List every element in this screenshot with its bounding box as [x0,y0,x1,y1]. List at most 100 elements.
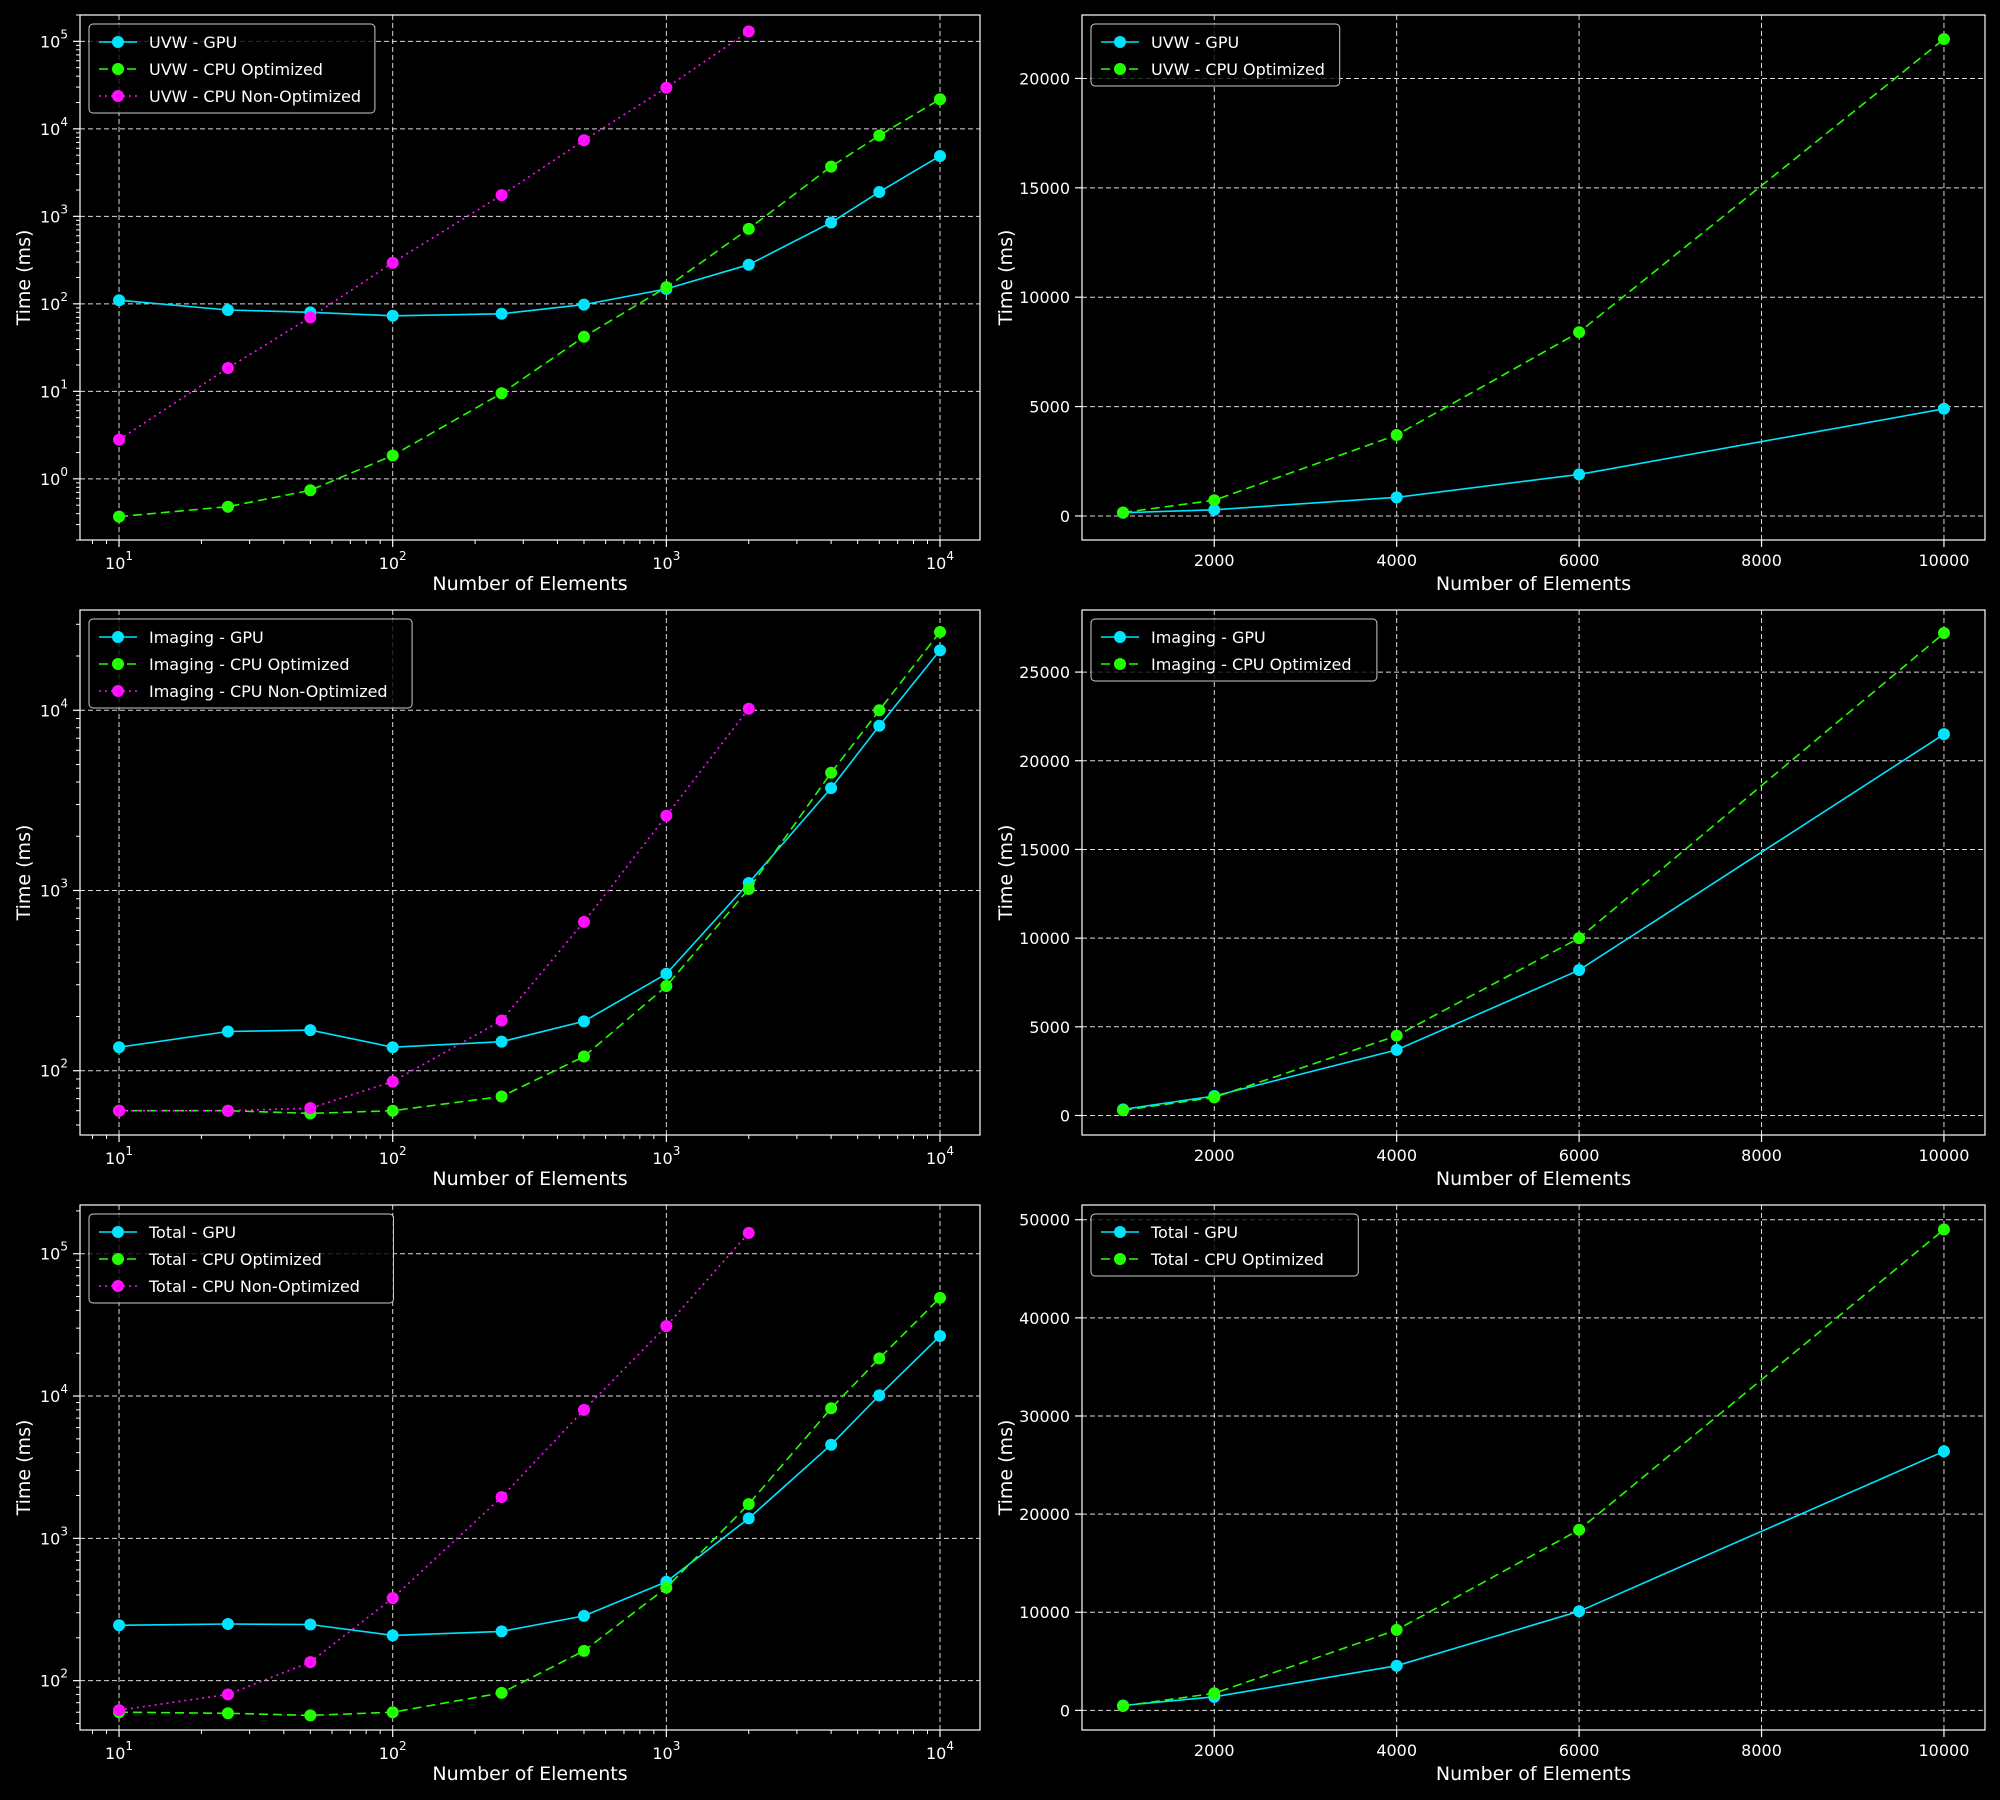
legend-box [88,1213,394,1304]
legend-marker [1114,658,1126,670]
data-point [386,1592,399,1605]
chart-panel-4: 2000 4000 6000 8000 10000 0 5000 10000 15000 2000… [995,609,1986,1190]
data-point [934,149,947,162]
y-tick-label: 10000 [1019,929,1070,948]
x-tick-label: 6000 [1559,1741,1600,1760]
y-tick-label: 0 [1060,1701,1070,1720]
y-tick-label: 104 [40,1382,68,1406]
data-point [495,1090,508,1103]
y-tick-label: 20000 [1019,752,1070,771]
y-tick-label: 103 [40,877,68,901]
x-tick-label: 2000 [1194,1741,1235,1760]
data-point [1390,1043,1403,1056]
data-point [1573,932,1586,945]
data-point [1573,1605,1586,1618]
data-point [221,1104,234,1117]
y-tick-label: 40000 [1019,1309,1070,1328]
data-point [221,1618,234,1631]
x-tick-label: 2000 [1194,1146,1235,1165]
axes-frame [79,609,981,1136]
data-point [495,189,508,202]
x-tick-label: 10000 [1919,1741,1970,1760]
data-point [577,330,590,343]
y-axis-title: Time (ms) [13,825,35,922]
x-tick-label: 102 [379,549,407,573]
data-point [113,1104,126,1117]
data-point [304,484,317,497]
x-tick-label: 4000 [1376,1146,1417,1165]
data-point [660,980,673,993]
y-tick-label: 103 [40,202,68,226]
data-point [577,1609,590,1622]
legend-label: UVW - GPU [1151,33,1239,52]
x-tick-label: 6000 [1559,551,1600,570]
data-point [934,1330,947,1343]
data-point [113,1704,126,1717]
legend-label: Imaging - GPU [149,628,264,647]
data-point [1390,1029,1403,1042]
data-point [660,281,673,294]
y-tick-label: 20000 [1019,69,1070,88]
data-point [221,1707,234,1720]
x-tick-label: 102 [379,1739,407,1763]
x-axis-title: Number of Elements [1436,573,1631,595]
data-point [495,1035,508,1048]
data-point [577,1015,590,1028]
data-point [1937,1223,1950,1236]
legend-marker [112,658,124,670]
data-point [873,1389,886,1402]
y-tick-label: 0 [1060,1106,1070,1125]
data-point [660,809,673,822]
data-point [577,298,590,311]
legend-marker [112,1253,124,1265]
legend-label: Total - CPU Optimized [148,1250,322,1269]
data-point [660,1320,673,1333]
data-point [386,449,399,462]
y-tick-label: 104 [40,115,68,139]
x-axis-title: Number of Elements [432,1168,627,1190]
data-point [1208,494,1221,507]
legend-box [1090,1213,1359,1277]
data-point [1208,1687,1221,1700]
data-point [934,1291,947,1304]
data-point [221,1688,234,1701]
data-point [934,644,947,657]
legend-box [88,23,376,114]
data-point [577,1050,590,1063]
data-point [1390,491,1403,504]
y-tick-label: 5000 [1029,1018,1070,1037]
legend-marker [1114,1253,1126,1265]
data-point [386,1041,399,1054]
data-point [1573,326,1586,339]
data-point [1390,429,1403,441]
y-axis-title: Time (ms) [995,825,1017,922]
x-tick-label: 103 [652,1144,680,1168]
x-tick-label: 10000 [1919,1146,1970,1165]
legend: Imaging - GPU Imaging - CPU Optimized [1090,618,1378,682]
legend-label: UVW - CPU Non-Optimized [149,87,361,106]
data-point [113,510,126,523]
legend-label: Imaging - CPU Non-Optimized [149,682,388,701]
data-point [825,160,838,173]
data-point [495,1625,508,1638]
data-point [934,625,947,638]
series-line [119,708,750,1112]
data-point [113,433,126,446]
y-axis-title: Time (ms) [13,230,35,327]
data-point [495,1491,508,1504]
data-point [873,719,886,732]
data-point [221,500,234,513]
axes-frame [1081,609,1986,1136]
legend-label: UVW - CPU Optimized [149,60,323,79]
y-tick-label: 104 [40,696,68,720]
data-point [873,704,886,717]
y-axis-title: Time (ms) [13,1420,35,1517]
data-point [113,1041,126,1054]
data-point [1573,964,1586,977]
data-point [742,1512,755,1525]
x-axis-title: Number of Elements [1436,1168,1631,1190]
legend: Total - GPU Total - CPU Optimized Total - … [88,1213,394,1304]
data-point [825,782,838,795]
legend-marker [1114,36,1126,48]
data-point [742,258,755,271]
